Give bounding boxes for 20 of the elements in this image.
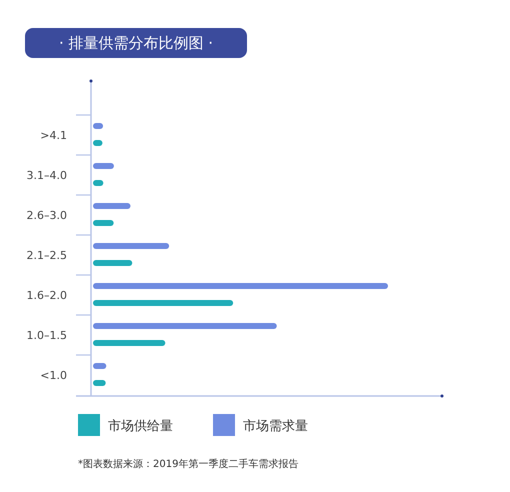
y-tick-label: 2.1–2.5 xyxy=(26,249,67,262)
bar xyxy=(93,220,114,226)
bar xyxy=(93,300,234,306)
legend-label: 市场供给量 xyxy=(108,419,173,434)
bar xyxy=(93,203,130,209)
bar xyxy=(93,340,166,346)
y-tick-label: 2.6–3.0 xyxy=(26,209,67,222)
bar xyxy=(93,163,114,169)
bar xyxy=(93,323,277,329)
y-tick-label: 1.6–2.0 xyxy=(26,289,67,302)
y-tick-label: 1.0–1.5 xyxy=(26,329,67,342)
chart-title: · 排量供需分布比例图 · xyxy=(58,34,214,52)
bar xyxy=(93,260,132,266)
bar xyxy=(93,243,170,249)
y-tick-label: >4.1 xyxy=(40,129,67,142)
y-tick-label: <1.0 xyxy=(40,369,67,382)
text: *图表数据来源：2019年第一季度二手车需求报告 xyxy=(78,458,298,470)
legend-label: 市场需求量 xyxy=(243,419,308,434)
y-tick-label: 3.1–4.0 xyxy=(26,169,67,182)
bar xyxy=(93,283,388,289)
